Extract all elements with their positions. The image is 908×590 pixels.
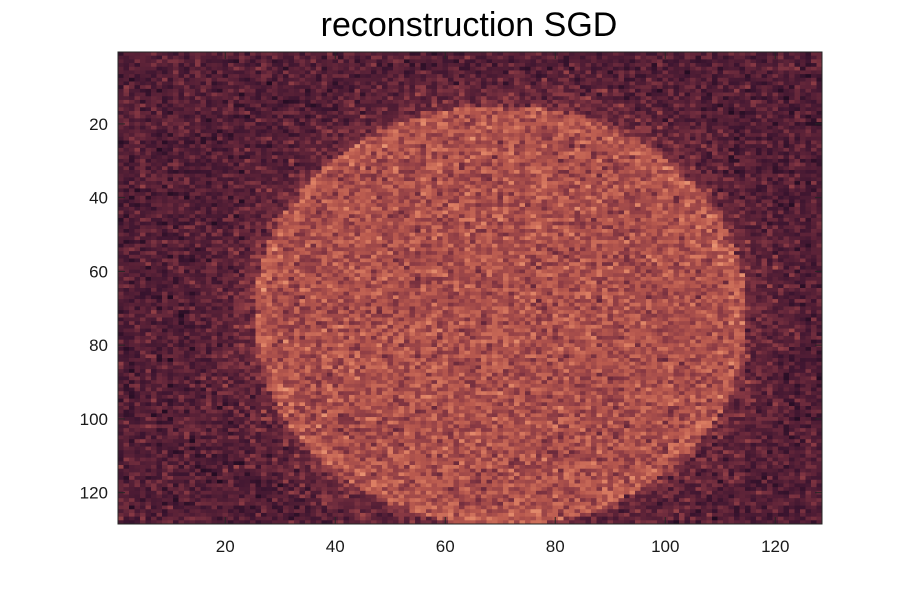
chart-title: reconstruction SGD	[320, 6, 618, 44]
x-tick-label: 60	[436, 537, 455, 556]
x-tick-label: 80	[546, 537, 565, 556]
x-tick-label: 40	[326, 537, 345, 556]
axes-box	[117, 51, 823, 525]
y-tick-label: 80	[89, 336, 108, 355]
y-axis: 20 40 60 80 100 120	[80, 115, 822, 503]
x-axis: 20 40 60 80 100 120	[216, 52, 789, 556]
heatmap-image	[118, 52, 823, 525]
y-tick-label: 40	[89, 189, 108, 208]
x-tick-label: 120	[761, 537, 789, 556]
y-tick-label: 20	[89, 115, 108, 134]
y-tick-label: 100	[80, 410, 108, 429]
x-tick-label: 100	[651, 537, 679, 556]
y-tick-label: 120	[80, 484, 108, 503]
x-tick-label: 20	[216, 537, 235, 556]
y-tick-label: 60	[89, 262, 108, 281]
